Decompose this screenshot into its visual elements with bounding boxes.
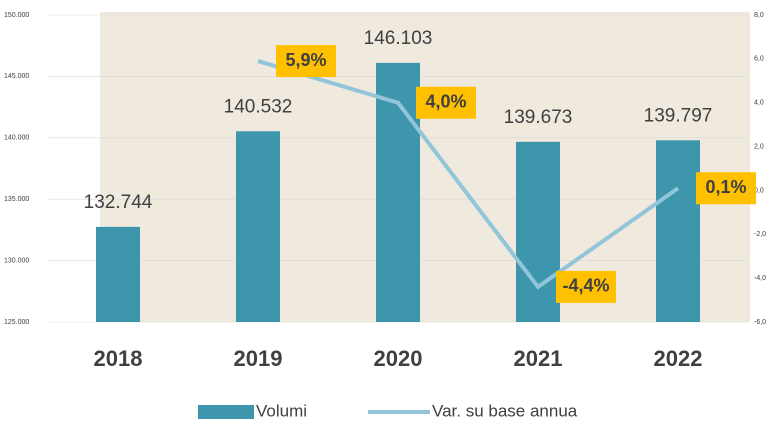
bar <box>236 131 280 322</box>
x-tick-label: 2020 <box>374 346 423 371</box>
bar <box>96 226 140 322</box>
y2-tick-label: 4,0 <box>754 100 764 107</box>
y-tick-label: 130.000 <box>4 257 29 264</box>
data-label: 146.103 <box>364 28 433 49</box>
y2-tick-label: 8,0 <box>754 12 764 19</box>
x-tick-label: 2019 <box>234 346 283 371</box>
y-tick-label: 140.000 <box>4 135 29 142</box>
bar <box>376 62 420 322</box>
legend-label: Volumi <box>256 401 307 420</box>
legend-label: Var. su base annua <box>432 401 578 420</box>
data-label-box <box>556 270 616 303</box>
y2-tick-label: -2,0 <box>754 231 766 238</box>
data-label-box <box>416 86 476 119</box>
y2-tick-label: 0,0 <box>754 187 764 194</box>
y2-tick-label: 6,0 <box>754 56 764 63</box>
data-label: 5,9% <box>285 50 326 70</box>
data-label-box <box>696 172 756 205</box>
bar <box>656 140 700 322</box>
data-label-box <box>276 45 336 78</box>
y-tick-label: 145.000 <box>4 73 29 80</box>
y2-tick-label: 2,0 <box>754 143 764 150</box>
data-label: -4,4% <box>562 276 609 296</box>
y-tick-label: 135.000 <box>4 196 29 203</box>
x-tick-label: 2021 <box>514 346 563 371</box>
y-tick-label: 150.000 <box>4 12 29 19</box>
data-label: 139.797 <box>644 105 713 126</box>
legend-swatch <box>198 405 254 419</box>
data-label: 132.744 <box>84 192 153 213</box>
y2-tick-label: -4,0 <box>754 275 766 282</box>
x-tick-label: 2022 <box>654 346 703 371</box>
y2-tick-label: -6,0 <box>754 319 766 326</box>
data-label: 140.532 <box>224 96 293 117</box>
x-tick-label: 2018 <box>94 346 143 371</box>
bar <box>516 141 560 322</box>
data-label: 0,1% <box>705 177 746 197</box>
line <box>257 59 680 290</box>
y-tick-label: 125.000 <box>4 319 29 326</box>
background-photo <box>100 12 750 322</box>
data-label: 139.673 <box>504 107 573 128</box>
data-label: 4,0% <box>425 91 466 111</box>
